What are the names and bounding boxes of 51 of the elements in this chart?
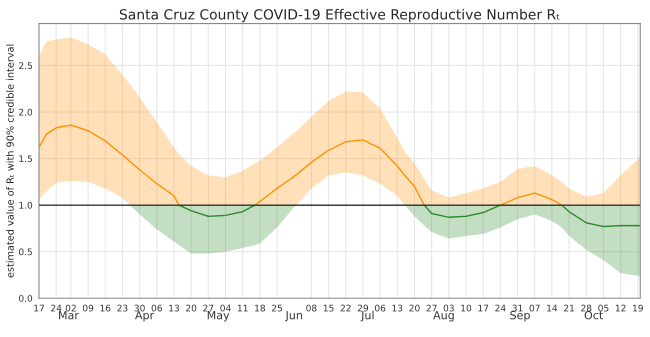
x-tick-label: 20 [409, 304, 420, 312]
x-tick-label: 24 [51, 304, 62, 312]
x2-tick-label: Mar [59, 311, 79, 320]
x2-tick-label: Jun [284, 311, 302, 322]
x-tick-label: 17 [478, 304, 488, 312]
x-tick-label: 29 [358, 304, 368, 312]
x2-tick-label: Jul [360, 310, 374, 322]
y-tick-label: 0.0 [18, 294, 32, 302]
x-tick-label: 28 [581, 304, 592, 312]
x-tick-label: 05 [598, 304, 608, 312]
x-tick-label: 16 [100, 304, 110, 312]
x-tick-label: 22 [340, 304, 351, 312]
x-tick-label: 21 [564, 304, 574, 312]
x-tick-label: 08 [306, 304, 317, 312]
x-tick-label: 15 [324, 304, 334, 312]
x-tick-label: 18 [255, 304, 265, 312]
x-tick-label: 10 [461, 304, 472, 312]
x-tick-label: 04 [220, 304, 231, 312]
y-axis-title: estimated value of Rₜ with 90% credible interval [6, 44, 14, 278]
x-tick-label: 06 [374, 304, 386, 312]
y-tick-label: 1.0 [19, 202, 32, 209]
x-tick-label: 19 [633, 304, 643, 312]
x-tick-label: 06 [152, 304, 162, 312]
x2-tick-label: Oct [584, 310, 603, 320]
x-tick-label: 14 [547, 304, 558, 312]
x-tick-label: 30 [134, 304, 145, 312]
x-tick-label: 24 [495, 304, 506, 312]
x-tick-label: 09 [82, 304, 94, 312]
x-tick-label: 25 [272, 304, 282, 312]
x-tick-label: 03 [444, 304, 454, 312]
y-tick-label: 2.5 [19, 62, 32, 70]
x-tick-label: 27 [203, 304, 214, 312]
y-tick-label: 2.0 [19, 108, 32, 116]
x2-tick-label: May [208, 311, 230, 322]
x2-tick-label: Apr [135, 311, 154, 322]
x2-tick-label: Aug [433, 311, 454, 322]
x-tick-label: 31 [512, 304, 522, 312]
x-tick-label: 02 [66, 304, 76, 312]
x-tick-label: 12 [616, 304, 626, 312]
y-tick-label: 0.5 [18, 248, 32, 256]
x-tick-label: 17 [34, 304, 44, 312]
x-tick-label: 23 [117, 304, 128, 312]
y-tick-label: 1.5 [19, 155, 32, 162]
chart-title: Santa Cruz County COVID-19 Effective Reproductive Number Rₜ [120, 8, 560, 22]
x-tick-label: 20 [186, 304, 196, 312]
x-tick-label: 11 [238, 304, 248, 312]
x2-tick-label: Sep [510, 310, 530, 322]
x-tick-label: 13 [169, 304, 179, 312]
x-tick-label: 13 [392, 304, 402, 312]
x-tick-label: 27 [426, 304, 437, 312]
x-tick-label: 07 [530, 304, 540, 312]
